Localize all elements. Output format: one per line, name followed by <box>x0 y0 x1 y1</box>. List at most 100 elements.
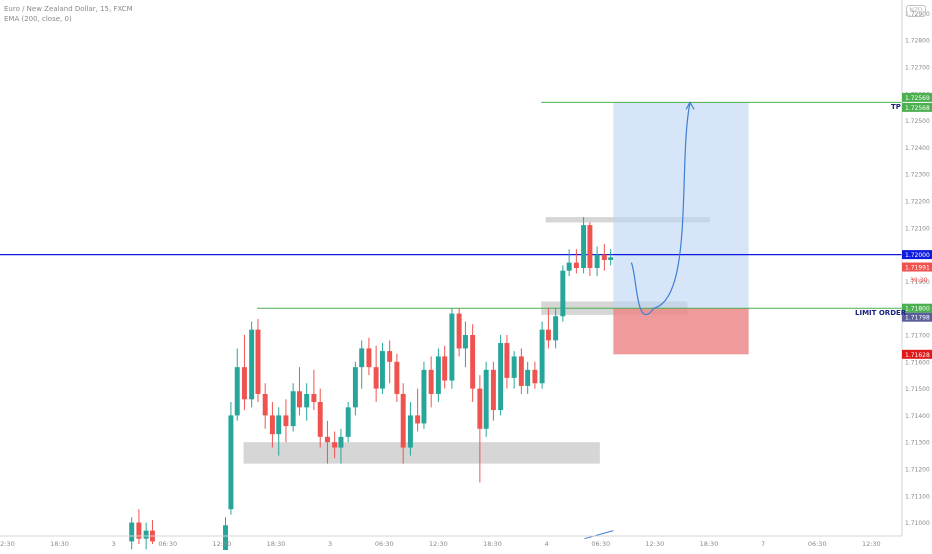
candle-body-6 <box>234 367 240 416</box>
candle-body-58 <box>594 254 600 268</box>
y-tick-label-14: 1.71500 <box>905 386 930 393</box>
candle-body-13 <box>283 415 289 427</box>
candle-body-9 <box>255 329 261 394</box>
candle-body-23 <box>352 367 358 408</box>
candle-body-18 <box>317 402 323 437</box>
candle-body-52 <box>553 316 559 341</box>
y-tick-label-8: 1.72100 <box>905 225 930 232</box>
tp-price-badge-top: 1.72569 <box>905 95 930 102</box>
candle-body-45 <box>504 343 510 378</box>
candle-body-42 <box>483 369 489 429</box>
candle-body-10 <box>262 393 268 416</box>
limit-price-badge-2: 1.71798 <box>905 315 930 322</box>
y-tick-label-15: 1.71400 <box>905 413 930 420</box>
currency-logo: NZD <box>906 5 926 17</box>
candle-body-43 <box>490 369 496 411</box>
y-tick-label-4: 1.72500 <box>905 118 930 125</box>
candle-body-28 <box>387 351 393 362</box>
candle-body-53 <box>560 270 566 317</box>
candle-body-16 <box>304 393 310 408</box>
candle-body-34 <box>428 369 434 394</box>
candle-body-46 <box>511 356 517 378</box>
last-price-badge-bg <box>902 262 932 272</box>
x-tick-label-12: 12:30 <box>645 540 664 548</box>
x-tick-label-9: 18:30 <box>483 540 502 548</box>
y-tick-label-10: 1.71900 <box>905 279 930 286</box>
countdown-label: 39:30 <box>910 277 927 284</box>
candle-body-41 <box>477 388 483 429</box>
y-tick-label-0: 1.72900 <box>905 11 930 18</box>
candle-body-57 <box>587 225 593 268</box>
x-tick-label-15: 06:30 <box>808 540 827 548</box>
y-tick-label-1: 1.72800 <box>905 38 930 45</box>
x-tick-label-5: 18:30 <box>267 540 286 548</box>
candle-body-36 <box>442 356 448 381</box>
tp-price-badge-bg <box>902 102 932 112</box>
candle-body-54 <box>566 262 572 271</box>
y-tick-label-12: 1.71700 <box>905 333 930 340</box>
x-tick-label-0: 12:30 <box>0 540 15 548</box>
y-tick-label-6: 1.72300 <box>905 172 930 179</box>
y-tick-label-7: 1.72200 <box>905 199 930 206</box>
x-tick-label-16: 12:30 <box>862 540 881 548</box>
candle-body-40 <box>470 335 476 389</box>
limit-price-badge-2-bg <box>902 312 932 322</box>
candle-body-27 <box>379 351 385 389</box>
candle-body-8 <box>249 329 255 400</box>
x-tick-label-13: 18:30 <box>700 540 719 548</box>
candle-body-24 <box>359 348 365 368</box>
tp-price-badge: 1.72568 <box>905 105 930 112</box>
loss-zone <box>613 308 749 355</box>
x-tick-label-2: 3 <box>112 540 116 548</box>
candle-body-39 <box>462 335 468 349</box>
candle-body-20 <box>332 442 338 448</box>
candle-body-35 <box>435 356 441 394</box>
candle-body-25 <box>366 348 372 368</box>
projection-path <box>630 102 691 316</box>
candle-body-56 <box>581 225 587 268</box>
candle-body-7 <box>241 367 247 400</box>
candle-body-44 <box>498 343 504 411</box>
candle-body-51 <box>545 329 551 341</box>
y-tick-label-2: 1.72700 <box>905 65 930 72</box>
candle-body-49 <box>532 369 538 384</box>
candle-body-0 <box>129 522 135 542</box>
candle-body-47 <box>518 356 524 386</box>
current-price-badge-bg <box>902 250 932 260</box>
stop-price-badge-bg <box>902 349 932 359</box>
x-tick-label-3: 06:30 <box>158 540 177 548</box>
current-price-badge: 1.72000 <box>905 252 930 259</box>
candle-body-14 <box>290 391 296 427</box>
sr-zone-0 <box>243 442 600 464</box>
x-tick-label-10: 4 <box>545 540 549 548</box>
candle-body-11 <box>269 415 275 435</box>
trend-line <box>584 530 614 540</box>
limit-price-badge: 1.71800 <box>905 306 930 313</box>
y-tick-label-17: 1.71200 <box>905 467 930 474</box>
candle-body-55 <box>573 262 579 268</box>
tp-label: TP <box>891 103 901 112</box>
projection-arrow-icon <box>685 101 695 110</box>
stop-price-badge: 1.71628 <box>905 352 930 359</box>
chart-legend: Euro / New Zealand Dollar, 15, FXCM EMA … <box>4 4 133 24</box>
limit-order-label: LIMIT ORDER <box>855 309 907 318</box>
candle-body-59 <box>601 254 607 260</box>
candle-body-17 <box>311 393 317 402</box>
candle-body-4 <box>223 525 228 554</box>
x-tick-label-1: 18:30 <box>50 540 69 548</box>
candle-body-19 <box>324 436 330 443</box>
limit-price-badge-bg <box>902 303 932 313</box>
candle-body-37 <box>449 313 455 381</box>
candle-body-30 <box>400 393 406 448</box>
candle-body-33 <box>421 369 427 424</box>
candle-body-50 <box>539 329 545 384</box>
y-tick-label-19: 1.71000 <box>905 520 930 527</box>
candle-body-1 <box>136 522 142 539</box>
candle-body-31 <box>407 415 413 448</box>
candle-body-21 <box>338 436 344 448</box>
indicator-label: EMA (200, close, 0) <box>4 15 72 23</box>
candle-body-60 <box>608 257 614 260</box>
candle-body-2 <box>143 530 149 539</box>
